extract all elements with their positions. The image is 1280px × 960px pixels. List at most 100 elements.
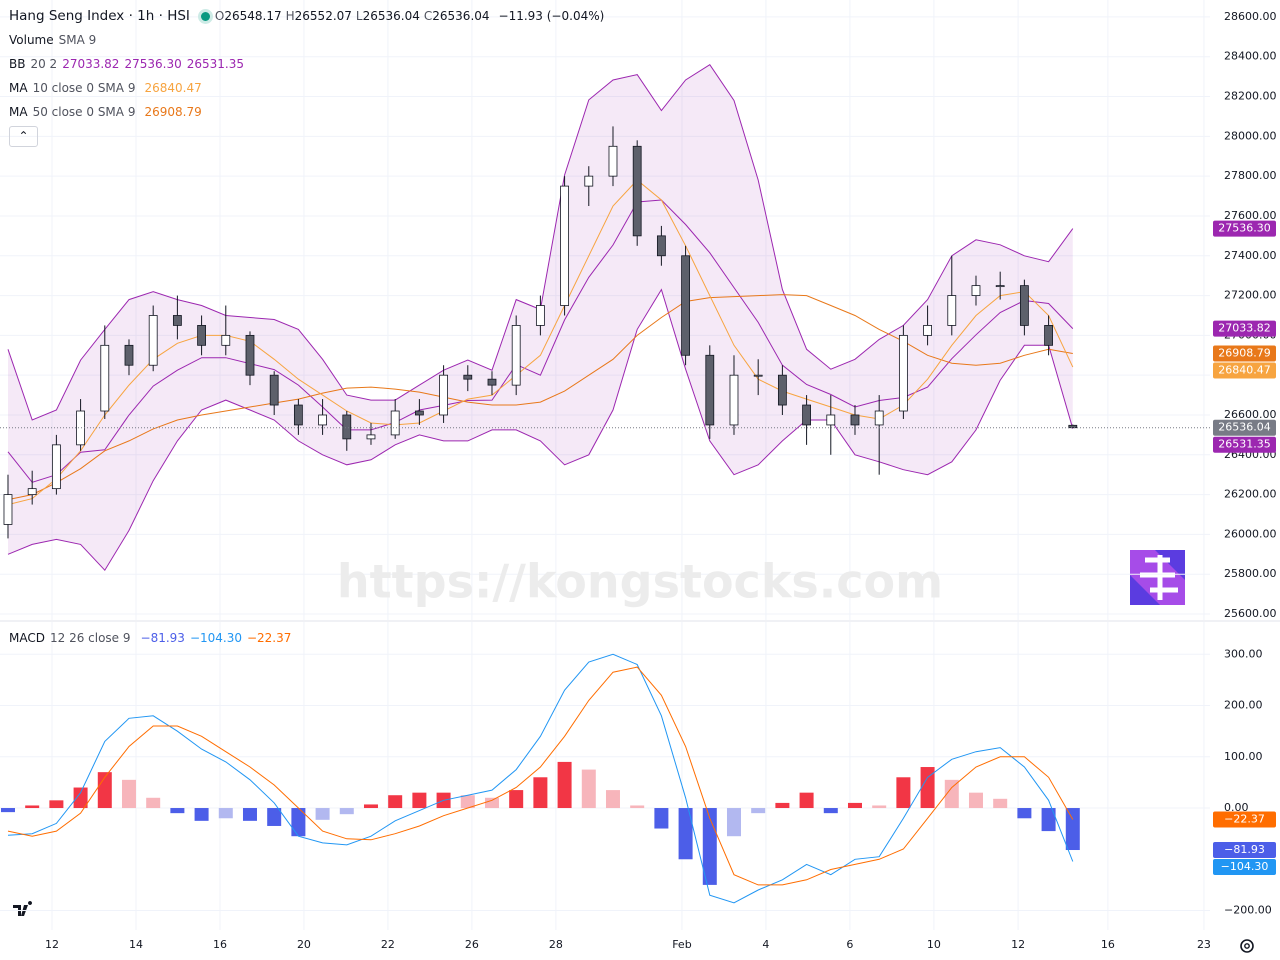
ohlc-item: L26536.04 xyxy=(356,9,420,23)
candle-body xyxy=(1019,285,1029,326)
legend-row-ma10: MA 10 close 0 SMA 9 26840.47 xyxy=(9,80,207,96)
histogram xyxy=(0,761,1080,885)
candle-body xyxy=(245,334,255,376)
histogram-bar xyxy=(533,777,548,809)
signal-line xyxy=(7,666,1074,886)
histogram-bar xyxy=(920,767,935,809)
ohlc-key: H xyxy=(285,9,295,23)
price-badge-label: 26536.04 xyxy=(1218,421,1271,434)
histogram-bar xyxy=(194,808,209,821)
histogram-bar xyxy=(315,808,330,820)
candle-body xyxy=(850,414,860,426)
x-tick-label: 16 xyxy=(213,938,227,951)
candle-body xyxy=(1044,325,1053,346)
histogram-bar xyxy=(412,792,427,809)
candle-body xyxy=(705,354,715,426)
price-badge xyxy=(1213,345,1276,362)
histogram-bar xyxy=(847,802,862,809)
histogram-bar xyxy=(630,805,645,809)
histogram-bar xyxy=(363,804,378,809)
candle-body xyxy=(681,255,690,356)
candle-body xyxy=(898,334,908,412)
macd-name: MACD xyxy=(9,631,45,645)
price-badge-label: 26840.47 xyxy=(1218,364,1271,377)
histogram-bar xyxy=(25,805,40,809)
legend-row-volume: Volume SMA 9 xyxy=(9,32,101,48)
histogram-bar xyxy=(968,792,983,809)
histogram-bar xyxy=(49,800,64,809)
candle-body xyxy=(342,414,352,440)
histogram-bar xyxy=(775,802,790,809)
histogram-bar xyxy=(460,795,475,809)
y-tick-label: 27600.00 xyxy=(1224,209,1277,222)
bb-value: 26531.35 xyxy=(186,57,244,71)
y-tick-label: 28600.00 xyxy=(1224,10,1277,23)
candle-body xyxy=(366,434,376,440)
collapse-button[interactable]: ⌃ xyxy=(9,126,38,147)
candle-body xyxy=(293,404,303,426)
y-tick-label: 28000.00 xyxy=(1224,129,1277,142)
candle-body xyxy=(656,235,666,257)
histogram-bar xyxy=(509,790,524,809)
candle-body xyxy=(51,444,61,490)
candle-body xyxy=(221,334,231,346)
candle-body xyxy=(947,295,957,326)
histogram-bar xyxy=(291,808,306,837)
candle-body xyxy=(414,410,424,416)
candle-body xyxy=(511,325,521,386)
price-badge xyxy=(1213,859,1276,876)
price-badge xyxy=(1213,362,1276,379)
price-badge xyxy=(1213,436,1276,453)
y-tick-label: 26200.00 xyxy=(1224,488,1277,501)
settings-icon[interactable] xyxy=(1240,939,1254,953)
histogram-bar xyxy=(388,795,403,809)
price-badge-label: −104.30 xyxy=(1221,860,1269,873)
candle-body xyxy=(76,410,85,446)
x-tick-label: 28 xyxy=(549,938,563,951)
ohlc-value: 26548.17 xyxy=(224,9,282,23)
candle-body xyxy=(148,315,158,366)
histogram-bar xyxy=(726,808,741,837)
histogram-bar xyxy=(73,787,88,809)
bb-basis-line xyxy=(7,199,1074,483)
candle-body xyxy=(753,374,763,377)
ma10-params: 10 close 0 SMA 9 xyxy=(32,81,136,95)
candle-body xyxy=(971,285,981,296)
histogram-bar xyxy=(0,808,15,813)
candle-body xyxy=(923,325,932,336)
y-tick-label: 25600.00 xyxy=(1224,607,1277,620)
x-tick-label: 14 xyxy=(129,938,143,951)
histogram-bar xyxy=(170,808,185,814)
x-tick-label: 12 xyxy=(1011,938,1025,951)
y-tick-label: 300.00 xyxy=(1224,647,1263,660)
candles xyxy=(3,126,1078,539)
ohlc-value: 26536.04 xyxy=(432,9,490,23)
y-tick-label: 25800.00 xyxy=(1224,567,1277,580)
histogram-bar xyxy=(581,769,596,809)
candle-body xyxy=(729,374,739,426)
price-badge xyxy=(1213,320,1276,337)
bb-value: 27536.30 xyxy=(124,57,182,71)
volume-name: Volume xyxy=(9,33,54,47)
histogram-bar xyxy=(654,808,669,829)
price-badge xyxy=(1213,419,1276,436)
y-tick-label: 27800.00 xyxy=(1224,169,1277,182)
y-tick-label: 28200.00 xyxy=(1224,90,1277,103)
price-badge-label: 26908.79 xyxy=(1218,347,1271,360)
histogram-bar xyxy=(872,805,887,809)
legend-row-bb: BB 20 2 27033.82 27536.30 26531.35 xyxy=(9,56,249,72)
histogram-bar xyxy=(218,808,233,819)
status-dot xyxy=(200,12,210,21)
candle-body xyxy=(439,374,448,416)
legend-row-macd: MACD 12 26 close 9 −81.93 −104.30 −22.37 xyxy=(9,630,296,646)
histogram-bar xyxy=(146,797,161,809)
y-tick-label: −200.00 xyxy=(1224,904,1272,917)
ma10-name: MA xyxy=(9,81,28,95)
ohlc-key: L xyxy=(355,9,363,23)
legend-row-ma50: MA 50 close 0 SMA 9 26908.79 xyxy=(9,104,207,120)
bb-lower-line xyxy=(7,288,1074,572)
candle-body xyxy=(1068,424,1078,429)
macd-signal-value: −22.37 xyxy=(246,631,292,645)
bb-params: 20 2 xyxy=(30,57,58,71)
